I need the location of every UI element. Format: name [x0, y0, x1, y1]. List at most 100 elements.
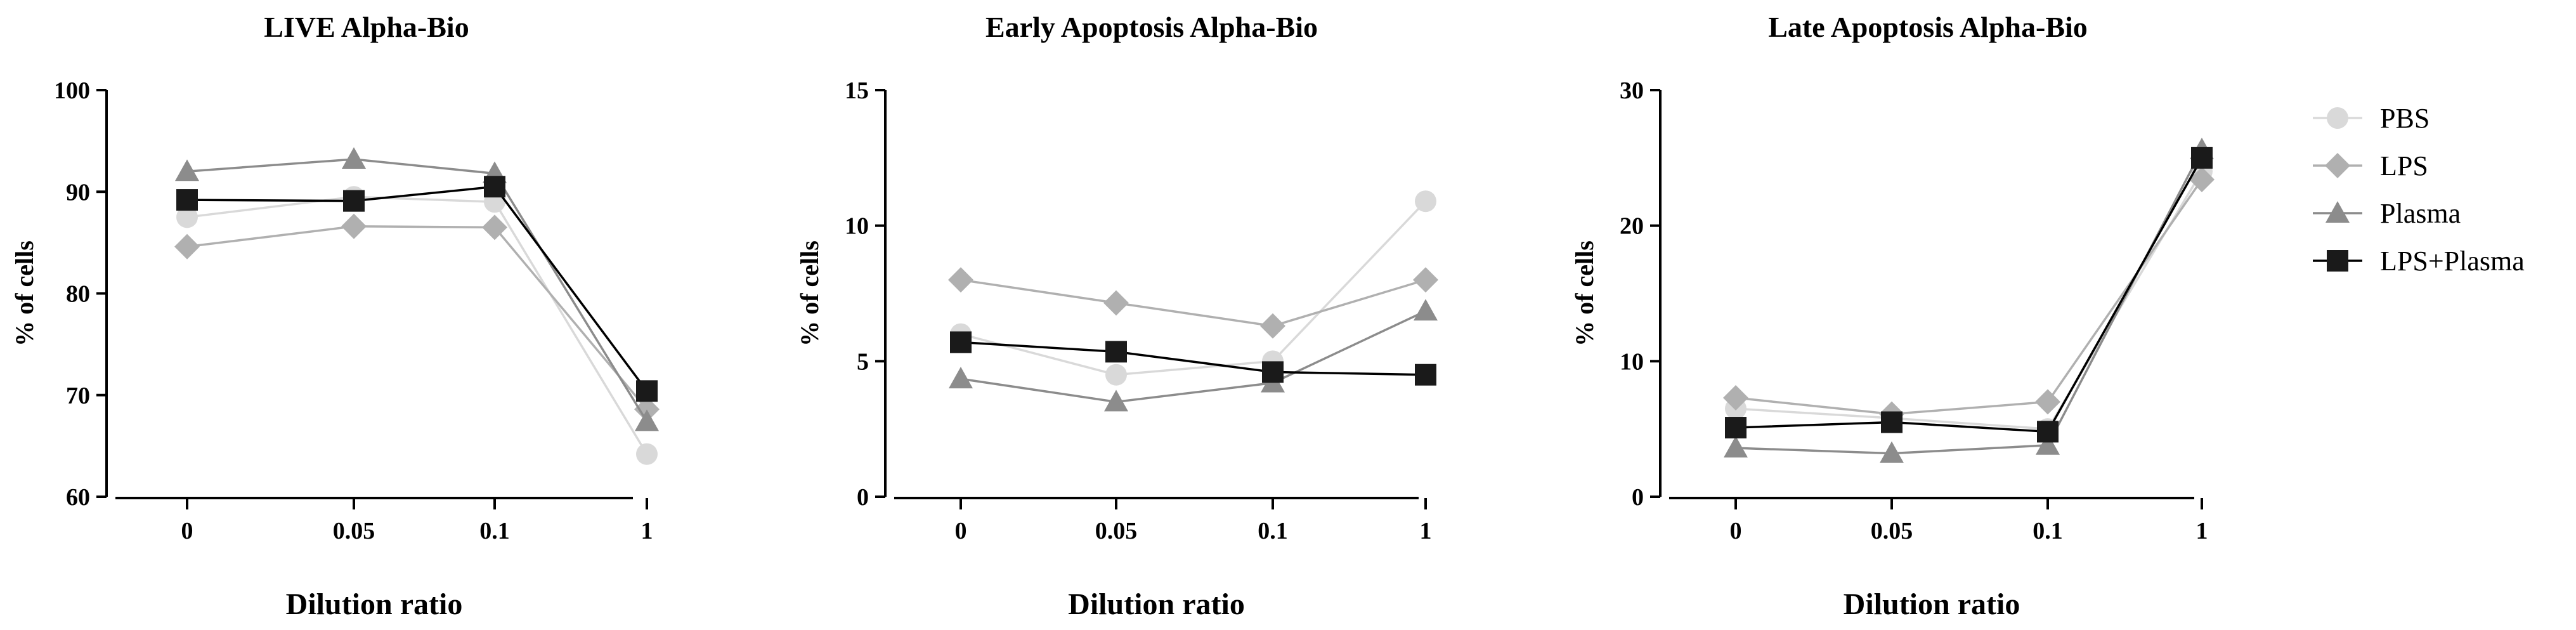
- y-tick-label: 70: [66, 383, 90, 409]
- x-axis-label: Dilution ratio: [1068, 587, 1245, 621]
- y-tick-label: 100: [54, 77, 90, 104]
- data-point: [1414, 299, 1438, 321]
- data-point: [2191, 147, 2213, 169]
- legend-label: PBS: [2380, 103, 2430, 134]
- y-axis-label: % of cells: [10, 240, 39, 346]
- data-point: [2189, 167, 2215, 193]
- x-tick-label: 0.1: [1258, 518, 1288, 544]
- series-lps: [174, 213, 660, 423]
- series-line: [186, 195, 648, 455]
- data-point: [636, 443, 658, 465]
- data-point: [341, 213, 367, 239]
- series-pbs: [1725, 161, 2213, 440]
- series-line: [186, 185, 648, 392]
- series-line: [1735, 149, 2203, 455]
- series-lps: [948, 267, 1438, 339]
- series-line: [1735, 171, 2203, 430]
- data-point: [1724, 436, 1748, 458]
- chart-panel-3: Late Apoptosis Alpha-Bio 0 10 20 30 0 0.05 0.1 1…: [1570, 11, 2215, 621]
- data-point: [342, 147, 366, 169]
- data-point: [1880, 441, 1904, 463]
- y-tick-label: 90: [66, 179, 90, 206]
- x-tick-label: 1: [1420, 518, 1432, 544]
- data-point: [2037, 421, 2059, 443]
- chart-title: Late Apoptosis Alpha-Bio: [1768, 11, 2088, 43]
- y-axis-label: % of cells: [795, 240, 824, 346]
- x-tick-label: 0: [955, 518, 967, 544]
- legend-marker: [2325, 153, 2350, 178]
- data-point: [176, 189, 198, 211]
- data-point: [636, 380, 658, 402]
- x-tick-label: 0.05: [333, 518, 375, 544]
- x-tick-label: 0.1: [2033, 518, 2063, 544]
- y-tick-label: 0: [857, 484, 869, 511]
- legend-label: LPS+Plasma: [2380, 246, 2525, 277]
- data-point: [1415, 364, 1436, 386]
- data-point: [1725, 417, 1747, 439]
- y-tick-label: 60: [66, 484, 90, 511]
- y-tick-label: 0: [1632, 484, 1644, 511]
- chart-title: LIVE Alpha-Bio: [264, 11, 469, 43]
- x-tick-label: 1: [2196, 518, 2208, 544]
- chart-title: Early Apoptosis Alpha-Bio: [986, 11, 1318, 43]
- x-tick-label: 0.05: [1095, 518, 1138, 544]
- data-point: [1723, 385, 1748, 411]
- x-tick-label: 0.1: [479, 518, 510, 544]
- series-pbs: [950, 190, 1436, 386]
- data-point: [950, 331, 972, 353]
- data-point: [343, 190, 365, 212]
- data-point: [1262, 361, 1284, 383]
- x-tick-label: 0.05: [1871, 518, 1913, 544]
- legend-marker: [2327, 250, 2348, 272]
- series-lps-plasma: [950, 331, 1436, 386]
- legend-marker: [2326, 201, 2350, 223]
- data-point: [175, 159, 199, 181]
- x-tick-label: 1: [641, 518, 653, 544]
- x-tick-label: 0: [181, 518, 193, 544]
- series-plasma: [175, 147, 659, 431]
- data-point: [174, 233, 200, 259]
- legend: PBS LPS Plasma LPS+Plasma: [2313, 103, 2525, 277]
- x-tick-label: 0: [1730, 518, 1742, 544]
- data-point: [176, 206, 198, 228]
- series-line: [960, 310, 1426, 404]
- y-tick-label: 5: [857, 348, 869, 375]
- data-point: [1260, 313, 1285, 339]
- legend-item: LPS: [2313, 150, 2428, 181]
- data-point: [1413, 267, 1438, 293]
- series-line: [186, 225, 648, 410]
- data-point: [2035, 389, 2060, 415]
- legend-item: Plasma: [2313, 198, 2461, 229]
- legend-item: LPS+Plasma: [2313, 246, 2525, 277]
- series-line: [960, 279, 1426, 327]
- data-point: [2036, 433, 2060, 455]
- x-axis-label: Dilution ratio: [1844, 587, 2020, 621]
- data-point: [1103, 290, 1129, 316]
- data-point: [949, 367, 973, 389]
- series-line: [960, 341, 1426, 376]
- series-line: [186, 158, 648, 423]
- series-line: [1735, 157, 2203, 433]
- legend-label: Plasma: [2380, 198, 2461, 229]
- data-point: [482, 214, 507, 240]
- series-lps-plasma: [1725, 147, 2213, 443]
- legend-item: PBS: [2313, 103, 2430, 134]
- x-axis-label: Dilution ratio: [286, 587, 463, 621]
- legend-marker: [2327, 107, 2348, 129]
- data-point: [1415, 190, 1436, 213]
- y-tick-label: 10: [1620, 348, 1644, 375]
- y-tick-label: 80: [66, 281, 90, 308]
- data-point: [1881, 411, 1903, 433]
- data-point: [1105, 364, 1127, 386]
- y-tick-label: 10: [845, 213, 869, 240]
- series-lps-plasma: [176, 176, 658, 402]
- data-point: [635, 409, 659, 431]
- chart-panel-1: LIVE Alpha-Bio 60 70 80 90 100 0 0.05 0.1 1 Diluti…: [10, 11, 660, 621]
- series-line: [960, 200, 1427, 376]
- y-axis-label: % of cells: [1570, 240, 1599, 346]
- y-tick-label: 15: [845, 77, 869, 104]
- series-lps: [1723, 167, 2215, 427]
- chart-panel-2: Early Apoptosis Alpha-Bio 0 5 10 15 0 0.05 0.1 1…: [795, 11, 1438, 621]
